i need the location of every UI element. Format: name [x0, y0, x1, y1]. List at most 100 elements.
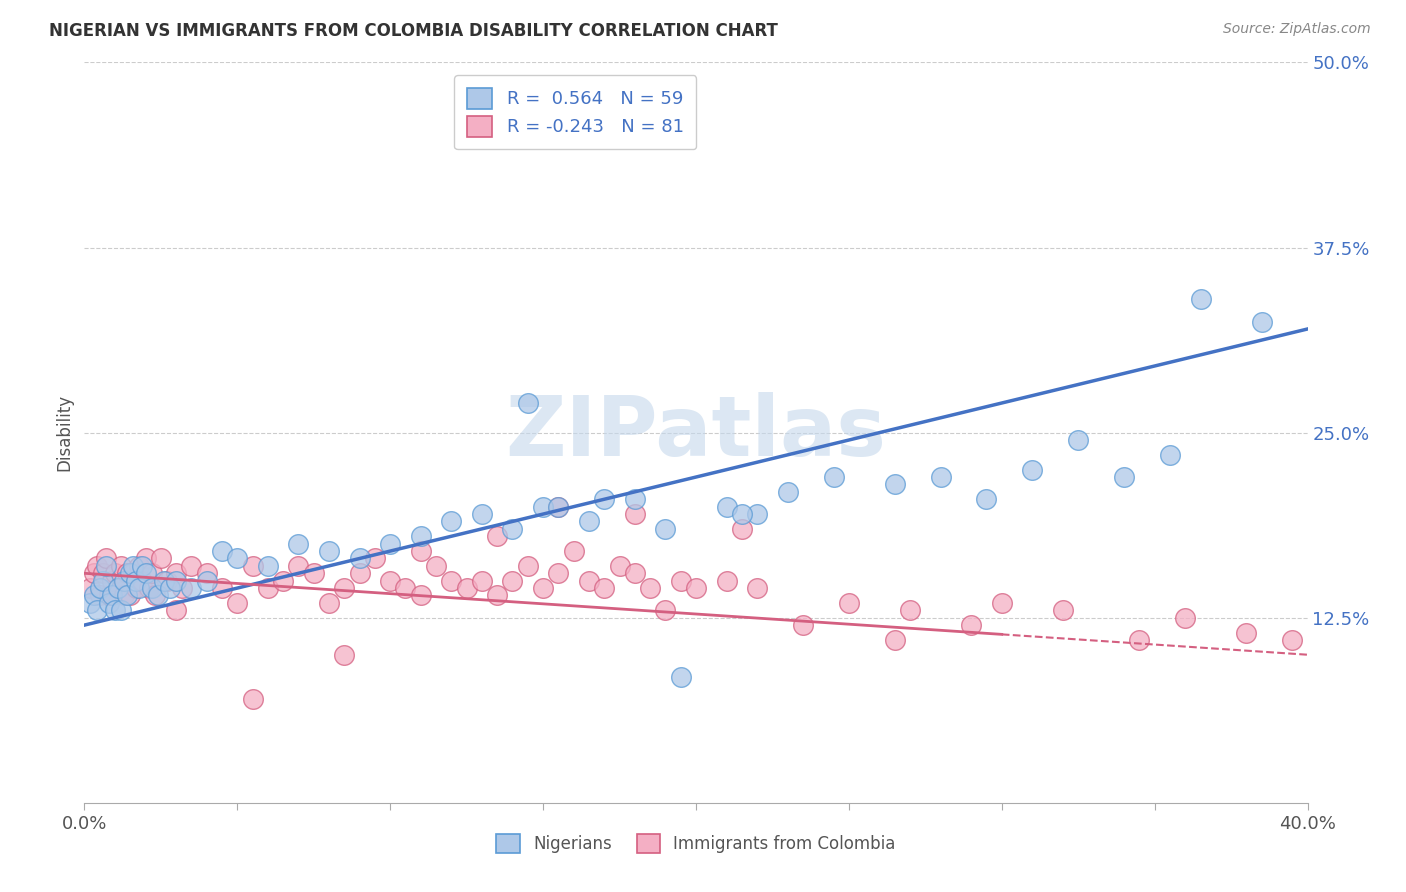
Point — [669, 574, 692, 588]
Point — [669, 670, 692, 684]
Point — [125, 574, 148, 588]
Point — [128, 581, 150, 595]
Point — [394, 581, 416, 595]
Point — [929, 470, 952, 484]
Point — [349, 566, 371, 581]
Point — [516, 558, 538, 573]
Point — [86, 603, 108, 617]
Point — [135, 566, 157, 581]
Point — [125, 581, 148, 595]
Point — [302, 566, 325, 581]
Point — [547, 500, 569, 514]
Point — [110, 558, 132, 573]
Point — [110, 603, 132, 617]
Point — [716, 500, 738, 514]
Point — [79, 581, 101, 595]
Point — [79, 596, 101, 610]
Point — [120, 589, 142, 603]
Point — [409, 529, 432, 543]
Point — [593, 492, 616, 507]
Text: Source: ZipAtlas.com: Source: ZipAtlas.com — [1223, 22, 1371, 37]
Point — [107, 581, 129, 595]
Point — [516, 396, 538, 410]
Point — [654, 603, 676, 617]
Point — [531, 581, 554, 595]
Point — [380, 574, 402, 588]
Point — [349, 551, 371, 566]
Point — [89, 589, 111, 603]
Point — [638, 581, 661, 595]
Point — [128, 558, 150, 573]
Point — [318, 544, 340, 558]
Point — [747, 581, 769, 595]
Point — [624, 507, 647, 521]
Point — [578, 574, 600, 588]
Point — [86, 558, 108, 573]
Point — [409, 589, 432, 603]
Point — [122, 566, 145, 581]
Point — [624, 566, 647, 581]
Point — [172, 581, 194, 595]
Point — [609, 558, 631, 573]
Legend: Nigerians, Immigrants from Colombia: Nigerians, Immigrants from Colombia — [488, 825, 904, 861]
Point — [153, 574, 176, 588]
Point — [287, 558, 309, 573]
Point — [83, 566, 105, 581]
Point — [156, 574, 179, 588]
Point — [547, 566, 569, 581]
Point — [1052, 603, 1074, 617]
Point — [97, 596, 120, 610]
Point — [89, 581, 111, 595]
Point — [83, 589, 105, 603]
Point — [486, 589, 509, 603]
Point — [271, 574, 294, 588]
Point — [547, 500, 569, 514]
Point — [776, 484, 799, 499]
Point — [654, 522, 676, 536]
Point — [91, 566, 114, 581]
Point — [149, 551, 172, 566]
Point — [486, 529, 509, 543]
Point — [131, 558, 153, 573]
Point — [1189, 293, 1212, 307]
Point — [716, 574, 738, 588]
Point — [471, 507, 494, 521]
Point — [195, 574, 218, 588]
Point — [1021, 462, 1043, 476]
Point — [976, 492, 998, 507]
Point — [1067, 433, 1090, 447]
Point — [1159, 448, 1181, 462]
Point — [146, 589, 169, 603]
Point — [165, 574, 187, 588]
Point — [409, 544, 432, 558]
Point — [104, 566, 127, 581]
Point — [141, 566, 163, 581]
Point — [731, 522, 754, 536]
Point — [440, 574, 463, 588]
Point — [898, 603, 921, 617]
Point — [562, 544, 585, 558]
Point — [91, 574, 114, 588]
Point — [471, 574, 494, 588]
Point — [107, 581, 129, 595]
Point — [165, 566, 187, 581]
Point — [502, 522, 524, 536]
Point — [165, 603, 187, 617]
Y-axis label: Disability: Disability — [55, 394, 73, 471]
Text: NIGERIAN VS IMMIGRANTS FROM COLOMBIA DISABILITY CORRELATION CHART: NIGERIAN VS IMMIGRANTS FROM COLOMBIA DIS… — [49, 22, 778, 40]
Point — [115, 589, 138, 603]
Point — [104, 603, 127, 617]
Point — [883, 632, 905, 647]
Point — [180, 581, 202, 595]
Text: ZIPatlas: ZIPatlas — [506, 392, 886, 473]
Point — [131, 574, 153, 588]
Point — [135, 551, 157, 566]
Point — [101, 589, 124, 603]
Point — [226, 596, 249, 610]
Point — [211, 581, 233, 595]
Point — [731, 507, 754, 521]
Point — [1114, 470, 1136, 484]
Point — [838, 596, 860, 610]
Point — [112, 574, 135, 588]
Point — [120, 566, 142, 581]
